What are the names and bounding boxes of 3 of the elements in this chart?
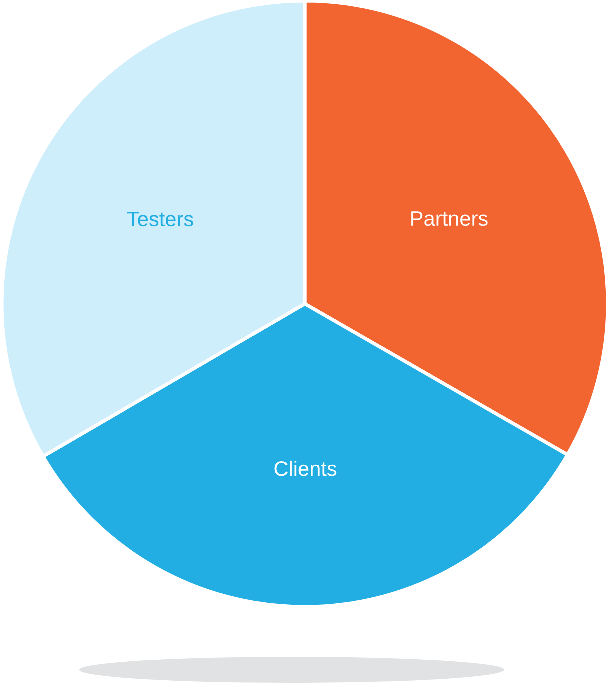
slice-label: Testers [127, 212, 194, 227]
slice-label: Clients [274, 460, 337, 476]
slice-label: Partners [412, 212, 488, 226]
